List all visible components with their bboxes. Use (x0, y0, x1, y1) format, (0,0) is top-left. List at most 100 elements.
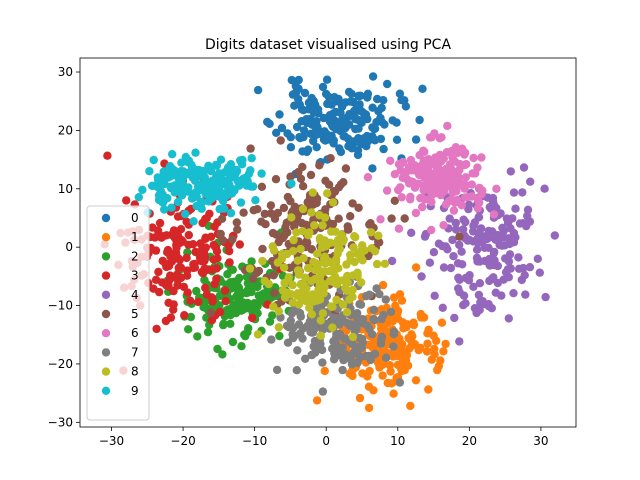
data-point (324, 257, 333, 266)
legend-label: 1 (131, 230, 139, 244)
data-point (321, 176, 330, 185)
data-point (213, 344, 222, 354)
legend-label: 3 (131, 269, 139, 283)
data-point (202, 290, 212, 299)
data-point (483, 193, 493, 202)
data-point (430, 344, 439, 353)
data-point (269, 302, 278, 311)
data-point (166, 271, 175, 280)
data-point (519, 263, 528, 273)
data-point (494, 233, 503, 243)
data-point (356, 278, 366, 287)
data-point (370, 316, 379, 325)
data-point (511, 204, 520, 213)
data-point (286, 172, 295, 181)
data-point (103, 151, 112, 160)
data-point (318, 309, 328, 318)
data-point (490, 257, 499, 266)
data-point (304, 231, 313, 240)
data-point (334, 214, 343, 223)
y-tick-label: 20 (58, 123, 73, 137)
data-point (374, 231, 383, 240)
data-point (232, 218, 241, 227)
data-point (389, 342, 398, 351)
data-point (414, 170, 424, 179)
data-point (487, 274, 496, 284)
data-point (307, 310, 317, 319)
data-point (168, 150, 177, 159)
data-point (253, 330, 263, 339)
data-point (225, 258, 234, 267)
data-point (257, 169, 266, 178)
legend-marker (101, 348, 111, 357)
data-point (427, 133, 436, 142)
data-point (397, 296, 407, 305)
data-point (122, 196, 131, 205)
data-point (296, 133, 305, 143)
data-point (328, 323, 337, 332)
data-point (514, 253, 523, 262)
y-tick-label: −30 (48, 415, 73, 429)
data-point (378, 360, 387, 370)
data-point (164, 298, 173, 307)
data-point (344, 225, 353, 234)
data-point (184, 230, 193, 240)
data-point (156, 187, 166, 196)
data-point (298, 334, 307, 343)
x-axis: −30 −20 −10 0 10 20 30 (99, 427, 549, 448)
data-point (369, 305, 379, 314)
data-point (434, 239, 444, 248)
data-point (302, 115, 311, 124)
legend-marker (101, 309, 111, 319)
data-point (502, 214, 512, 223)
data-point (396, 183, 405, 192)
data-point (269, 246, 279, 255)
data-point (398, 173, 407, 182)
legend-marker (101, 213, 111, 223)
data-point (335, 244, 344, 254)
data-point (288, 246, 298, 256)
data-point (258, 256, 267, 266)
data-point (217, 214, 227, 223)
data-point (411, 135, 421, 144)
data-point (298, 204, 308, 214)
data-point (240, 330, 249, 339)
data-point (215, 291, 224, 301)
data-point (389, 389, 398, 398)
data-point (526, 177, 535, 186)
data-point (306, 170, 316, 180)
data-point (389, 330, 398, 339)
data-point (368, 164, 377, 173)
data-point (163, 248, 172, 257)
data-point (349, 137, 358, 146)
y-tick-label: 0 (65, 240, 73, 254)
data-point (235, 240, 244, 249)
data-point (181, 209, 190, 219)
data-point (402, 349, 411, 358)
data-point (347, 360, 357, 369)
data-point (265, 317, 275, 326)
data-point (194, 297, 203, 307)
data-point (329, 278, 338, 287)
data-point (189, 217, 198, 226)
data-point (378, 280, 388, 290)
data-point (286, 143, 296, 152)
data-point (320, 366, 329, 376)
legend-marker (101, 329, 111, 338)
data-point (309, 136, 318, 146)
data-point (400, 214, 409, 223)
data-point (245, 264, 255, 273)
data-point (310, 196, 320, 206)
data-point (326, 238, 335, 247)
data-point (175, 238, 185, 248)
data-point (377, 103, 386, 113)
legend-marker (101, 252, 111, 261)
data-point (332, 295, 341, 304)
data-point (441, 200, 451, 209)
data-point (342, 308, 352, 317)
data-point (477, 190, 486, 199)
data-point (265, 119, 274, 128)
data-point (424, 184, 433, 193)
data-point (435, 181, 445, 190)
data-point (501, 254, 510, 263)
